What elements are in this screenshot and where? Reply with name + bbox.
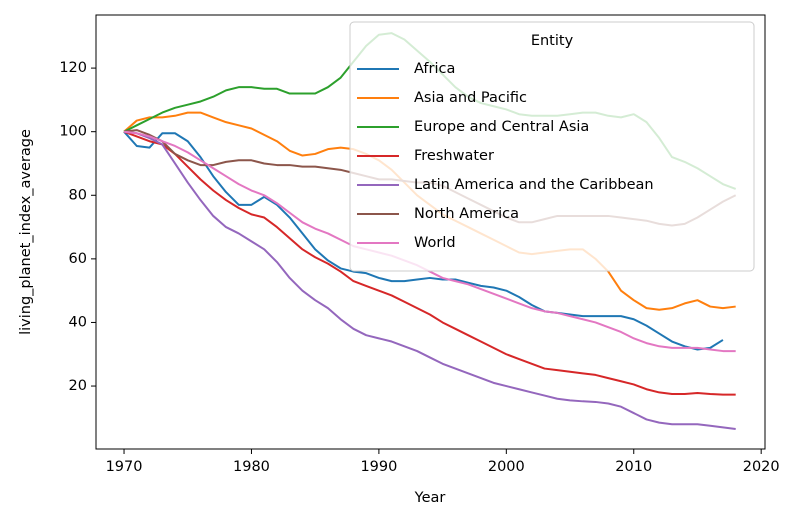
x-tick-label: 2000 bbox=[488, 459, 525, 475]
y-axis-label: living_planet_index_average bbox=[18, 129, 34, 335]
y-tick-label: 80 bbox=[69, 187, 87, 203]
series-line bbox=[123, 131, 724, 351]
x-tick-label: 1990 bbox=[360, 459, 397, 475]
y-tick-label: 60 bbox=[69, 251, 87, 267]
legend-box bbox=[349, 21, 755, 272]
x-tick-label: 1970 bbox=[106, 459, 143, 475]
legend-label: Africa bbox=[414, 61, 455, 77]
y-tick-label: 100 bbox=[59, 124, 87, 140]
legend-label: North America bbox=[414, 206, 519, 222]
legend-title: Entity bbox=[531, 33, 574, 49]
legend-label: World bbox=[414, 235, 456, 251]
series-line bbox=[123, 130, 736, 353]
y-tick-label: 40 bbox=[69, 314, 87, 330]
series-line bbox=[123, 130, 736, 396]
x-tick-label: 2010 bbox=[615, 459, 652, 475]
plot-frame bbox=[95, 14, 766, 450]
series-line bbox=[123, 130, 736, 430]
legend-label: Europe and Central Asia bbox=[414, 119, 589, 135]
legend-label: Latin America and the Caribbean bbox=[414, 177, 654, 193]
legend-label: Asia and Pacific bbox=[414, 90, 527, 106]
x-axis-label: Year bbox=[414, 490, 446, 506]
y-tick-label: 120 bbox=[59, 60, 87, 76]
y-tick-label: 20 bbox=[69, 378, 87, 394]
x-tick-label: 2020 bbox=[743, 459, 780, 475]
x-tick-label: 1980 bbox=[233, 459, 270, 475]
legend-label: Freshwater bbox=[414, 148, 494, 164]
